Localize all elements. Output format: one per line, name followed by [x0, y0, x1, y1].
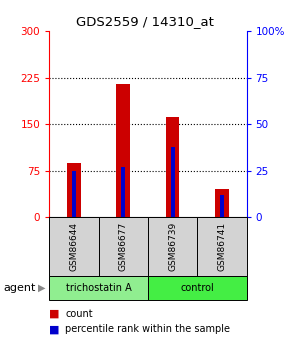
Text: percentile rank within the sample: percentile rank within the sample: [65, 325, 230, 334]
Text: GSM86644: GSM86644: [69, 222, 79, 271]
Text: control: control: [180, 283, 214, 293]
Text: ■: ■: [49, 309, 60, 319]
Text: ▶: ▶: [38, 283, 46, 293]
Text: GDS2559 / 14310_at: GDS2559 / 14310_at: [76, 16, 214, 29]
Text: count: count: [65, 309, 93, 319]
Bar: [67, 163, 81, 217]
Bar: [220, 195, 224, 217]
Bar: [166, 117, 180, 217]
Bar: [49, 276, 148, 300]
Bar: [148, 217, 197, 276]
Text: ■: ■: [49, 325, 60, 334]
Text: agent: agent: [3, 283, 35, 293]
Bar: [49, 217, 99, 276]
Bar: [116, 84, 130, 217]
Text: GSM86739: GSM86739: [168, 222, 177, 271]
Bar: [215, 189, 229, 217]
Text: trichostatin A: trichostatin A: [66, 283, 131, 293]
Bar: [99, 217, 148, 276]
Bar: [197, 217, 246, 276]
Bar: [121, 167, 125, 217]
Bar: [171, 147, 175, 217]
Text: GSM86677: GSM86677: [119, 222, 128, 271]
Bar: [72, 171, 76, 217]
Text: GSM86741: GSM86741: [217, 222, 226, 271]
Bar: [148, 276, 246, 300]
